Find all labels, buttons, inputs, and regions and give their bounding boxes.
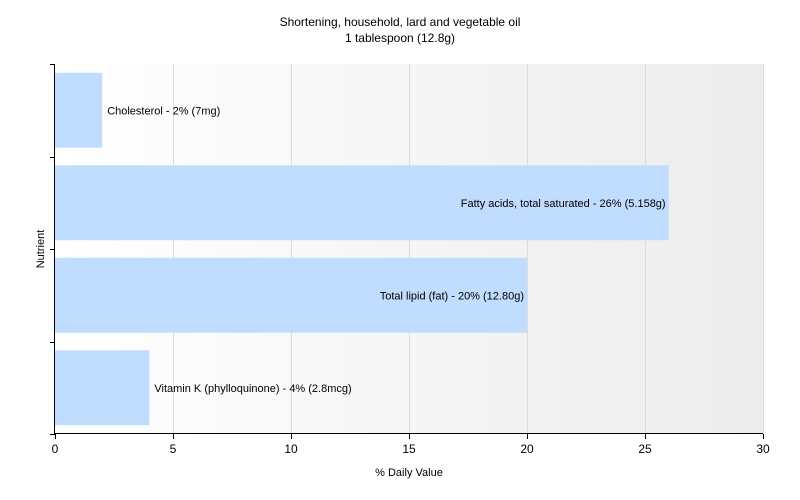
bar: [55, 72, 103, 148]
ticks: 0 5 10 15 20 25 30: [50, 64, 770, 456]
y-axis-label: Nutrient: [35, 230, 47, 269]
chart-subtitle-line: 1 tablespoon (12.8g): [344, 31, 456, 45]
bar: [55, 165, 669, 241]
x-tick-label: 0: [52, 442, 59, 456]
x-tick-label: 5: [170, 442, 177, 456]
x-axis-label: % Daily Value: [375, 467, 443, 479]
gridlines: [173, 64, 764, 434]
bars: Cholesterol - 2% (7mg) Fatty acids, total…: [55, 72, 669, 426]
bar-value-label: Vitamin K (phylloquinone) - 4% (2.8mcg): [154, 383, 351, 395]
bar-value-label: Cholesterol - 2% (7mg): [107, 105, 220, 117]
chart-title-line: Shortening, household, lard and vegetabl…: [279, 15, 521, 29]
x-tick-label: 15: [402, 442, 416, 456]
x-tick-label: 25: [638, 442, 652, 456]
x-tick-label: 10: [284, 442, 298, 456]
bar: [55, 350, 150, 426]
bar-value-label: Fatty acids, total saturated - 26% (5.15…: [461, 198, 666, 210]
x-tick-label: 20: [520, 442, 534, 456]
chart-title: Shortening, household, lard and vegetabl…: [0, 14, 800, 46]
x-tick-label: 30: [756, 442, 770, 456]
bar-value-label: Total lipid (fat) - 20% (12.80g): [380, 290, 524, 302]
bar: [55, 257, 527, 333]
